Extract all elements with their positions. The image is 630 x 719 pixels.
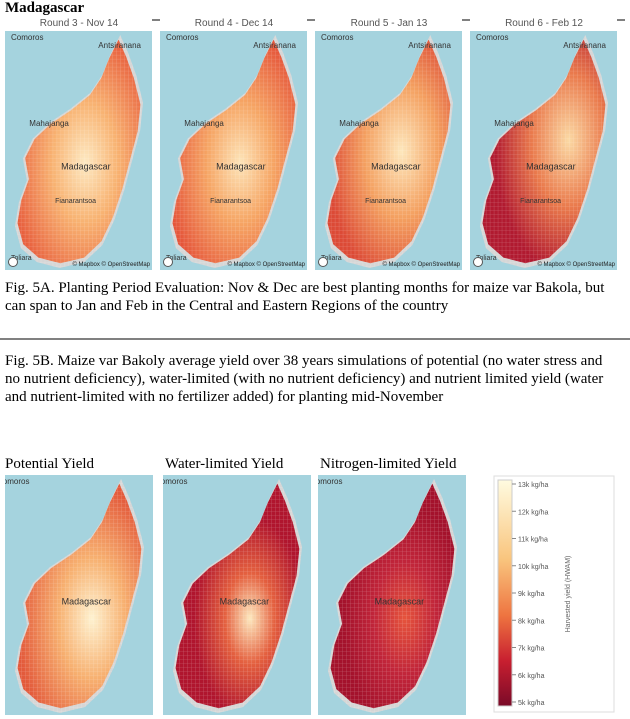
panel-label: Round 6 - Feb 12 xyxy=(505,18,583,29)
island-grid xyxy=(169,34,299,269)
map-label: Antsiranana xyxy=(98,41,141,50)
map-label: Madagascar xyxy=(526,162,576,172)
map-label: Toliara xyxy=(11,255,32,262)
map: Comoros Madagascar xyxy=(155,475,311,715)
legend-tick-label: 8k kg/ha xyxy=(518,618,545,625)
panel-label: Round 5 - Jan 13 xyxy=(351,18,428,29)
legend-title: Harvested yield (HWAM) xyxy=(565,556,572,633)
panel-label: Water-limited Yield xyxy=(165,456,284,472)
map-label: Antsiranana xyxy=(563,41,606,50)
map-label: Comoros xyxy=(476,33,508,42)
map: Comoros Madagascar xyxy=(0,475,153,715)
map-label: Comoros xyxy=(0,477,29,486)
map-label: Madagascar xyxy=(375,597,425,607)
panel-label: Round 4 - Dec 14 xyxy=(195,18,274,29)
map-label: Madagascar xyxy=(216,162,266,172)
legend-tick-label: 9k kg/ha xyxy=(518,591,545,598)
island-group xyxy=(173,479,302,713)
separators xyxy=(0,19,630,340)
attribution: © Mapbox © OpenStreetMap xyxy=(537,261,615,268)
map-label: Mahajanga xyxy=(29,119,69,128)
island-group xyxy=(324,34,454,269)
title: Madagascar xyxy=(5,0,85,16)
legend-box xyxy=(493,475,615,713)
island-grid xyxy=(14,34,144,269)
map-label: Comoros xyxy=(166,33,198,42)
map-label: Mahajanga xyxy=(339,119,379,128)
panel-label: Round 3 - Nov 14 xyxy=(40,18,119,29)
map-label: Madagascar xyxy=(62,597,112,607)
map-label: Mahajanga xyxy=(494,119,534,128)
map: Comoros Madagascar xyxy=(310,475,466,715)
map-label: Madagascar xyxy=(371,162,421,172)
map-label: Fianarantsoa xyxy=(365,198,406,205)
island-group xyxy=(169,34,299,269)
attribution: © Mapbox © OpenStreetMap xyxy=(227,261,305,268)
panel-label: Nitrogen-limited Yield xyxy=(320,456,457,472)
map: Comoros Madagascar Antsiranana Mahajanga Fia… xyxy=(160,31,307,270)
island-grid xyxy=(173,479,302,713)
map-label: Madagascar xyxy=(220,597,270,607)
legend-tick-label: 10k kg/ha xyxy=(518,564,548,571)
legend-tick-label: 6k kg/ha xyxy=(518,673,545,680)
island-grid xyxy=(324,34,454,269)
caption-5b: Fig. 5B. Maize var Bakoly average yield … xyxy=(5,353,604,405)
legend-tick-label: 5k kg/ha xyxy=(518,700,545,707)
map-label: Toliara xyxy=(321,255,342,262)
map-label: Fianarantsoa xyxy=(55,198,96,205)
map: Comoros Madagascar Antsiranana Mahajanga Fia… xyxy=(5,31,152,270)
island-group xyxy=(328,479,457,713)
island-grid xyxy=(15,479,144,713)
attribution: © Mapbox © OpenStreetMap xyxy=(382,261,460,268)
legend-tick-label: 13k kg/ha xyxy=(518,482,548,489)
caption-5a: Fig. 5A. Planting Period Evaluation: Nov… xyxy=(5,280,605,314)
island-group xyxy=(14,34,144,269)
map-label: Comoros xyxy=(155,477,187,486)
map-label: Toliara xyxy=(166,255,187,262)
legend-tick-label: 12k kg/ha xyxy=(518,509,548,516)
map-label: Comoros xyxy=(11,33,43,42)
map-label: Madagascar xyxy=(61,162,111,172)
map-label: Antsiranana xyxy=(253,41,296,50)
panel-label: Potential Yield xyxy=(5,456,95,472)
mapbox-logo xyxy=(473,257,483,267)
map-label: Comoros xyxy=(310,477,342,486)
map-label: Toliara xyxy=(476,255,497,262)
mapbox-logo xyxy=(163,257,173,267)
island-group xyxy=(479,34,609,269)
map-label: Fianarantsoa xyxy=(210,198,251,205)
mapbox-logo xyxy=(318,257,328,267)
island-grid xyxy=(479,34,609,269)
legend-tick-label: 7k kg/ha xyxy=(518,646,545,653)
map-label: Comoros xyxy=(321,33,353,42)
attribution: © Mapbox © OpenStreetMap xyxy=(72,261,150,268)
map: Comoros Madagascar Antsiranana Mahajanga Fia… xyxy=(315,31,462,270)
island-group xyxy=(15,479,144,713)
map-label: Antsiranana xyxy=(408,41,451,50)
map-label: Mahajanga xyxy=(184,119,224,128)
legend-colorbar xyxy=(497,479,513,707)
map-label: Fianarantsoa xyxy=(520,198,561,205)
island-grid xyxy=(328,479,457,713)
mapbox-logo xyxy=(8,257,18,267)
legend-tick-label: 11k kg/ha xyxy=(518,537,548,544)
map: Comoros Madagascar Antsiranana Mahajanga Fia… xyxy=(470,31,617,270)
